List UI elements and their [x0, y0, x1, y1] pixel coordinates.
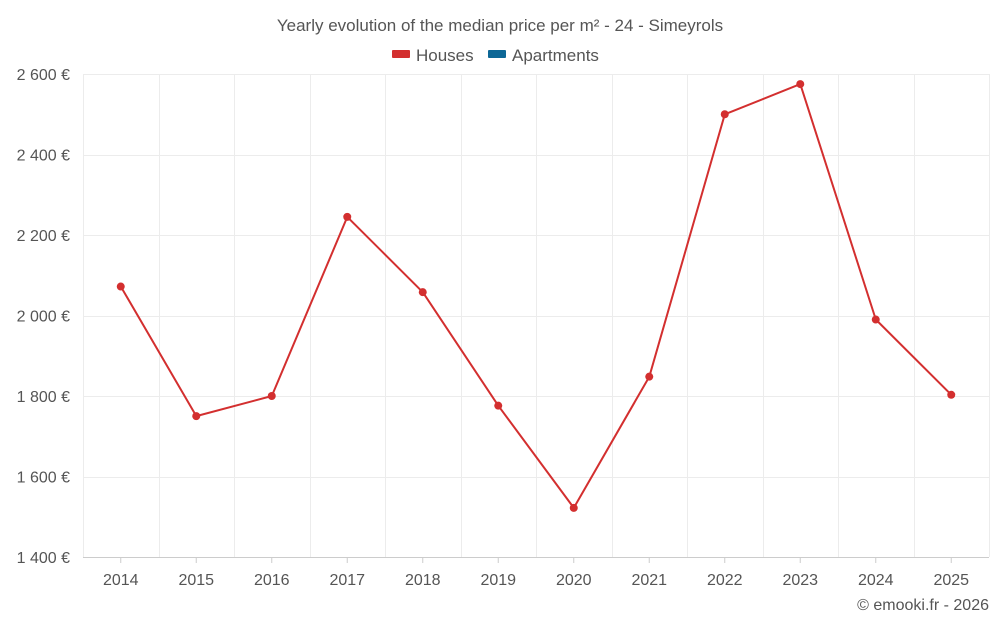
- data-point-houses[interactable]: [267, 392, 276, 400]
- y-tick-label: 1 600 €: [17, 470, 70, 487]
- legend-label-houses[interactable]: Houses: [416, 46, 474, 65]
- credit-text: © emooki.fr - 2026: [857, 597, 989, 614]
- series-line-houses[interactable]: [119, 83, 953, 509]
- x-tick-label: 2016: [254, 572, 290, 589]
- data-point-houses[interactable]: [116, 282, 125, 291]
- chart-title: Yearly evolution of the median price per…: [277, 16, 723, 35]
- data-point-houses[interactable]: [947, 390, 956, 399]
- data-point-houses[interactable]: [192, 412, 201, 421]
- data-point-houses[interactable]: [494, 401, 503, 410]
- x-tick-label: 2019: [480, 572, 516, 589]
- y-tick-label: 1 800 €: [17, 389, 70, 406]
- x-tick-label: 2017: [329, 572, 365, 589]
- x-axis-ticks: 2014 2015 2016 2017 2018 2019 2020 2021 2022 2023…: [103, 557, 969, 589]
- x-tick-label: 2025: [933, 572, 969, 589]
- y-tick-label: 2 600 €: [17, 67, 70, 84]
- x-tick-label: 2022: [707, 572, 743, 589]
- legend-swatch-apartments[interactable]: [488, 50, 506, 58]
- y-tick-label: 2 000 €: [17, 309, 70, 326]
- x-tick-label: 2015: [178, 572, 214, 589]
- y-tick-label: 1 400 €: [17, 550, 70, 567]
- legend: Houses Apartments: [392, 46, 599, 65]
- legend-label-apartments[interactable]: Apartments: [512, 46, 599, 65]
- data-point-houses[interactable]: [418, 288, 427, 297]
- x-tick-label: 2018: [405, 572, 441, 589]
- data-point-houses[interactable]: [343, 212, 352, 221]
- data-point-houses[interactable]: [871, 315, 880, 324]
- y-tick-label: 2 400 €: [17, 148, 70, 165]
- data-point-houses[interactable]: [796, 80, 805, 89]
- x-tick-label: 2024: [858, 572, 894, 589]
- x-tick-label: 2020: [556, 572, 592, 589]
- data-point-houses[interactable]: [645, 372, 654, 381]
- series-layer: [116, 80, 956, 512]
- legend-swatch-houses[interactable]: [392, 50, 410, 58]
- x-tick-label: 2021: [631, 572, 667, 589]
- y-axis-ticks: 1 400 € 1 600 € 1 800 € 2 000 € 2 200 € 2 400…: [17, 67, 70, 567]
- data-point-houses[interactable]: [720, 110, 729, 119]
- grid: [83, 74, 990, 558]
- x-tick-label: 2023: [782, 572, 818, 589]
- y-tick-label: 2 200 €: [17, 228, 70, 245]
- x-tick-label: 2014: [103, 572, 139, 589]
- data-point-houses[interactable]: [569, 503, 578, 512]
